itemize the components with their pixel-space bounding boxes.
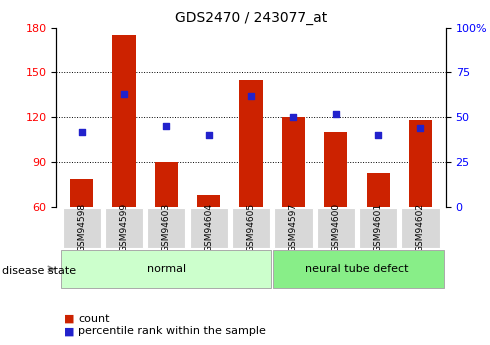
Bar [112,35,136,207]
Text: ■: ■ [64,326,74,336]
Bar [324,132,347,207]
Point [416,125,424,131]
Text: GSM94600: GSM94600 [331,203,341,252]
FancyBboxPatch shape [61,250,271,288]
FancyBboxPatch shape [232,208,270,248]
Text: GSM94597: GSM94597 [289,203,298,252]
Point [120,91,128,97]
Text: ■: ■ [64,314,74,324]
Bar [197,195,220,207]
Point [332,111,340,117]
FancyBboxPatch shape [147,208,186,248]
Point [247,93,255,99]
Point [205,132,213,138]
Bar [409,120,432,207]
FancyBboxPatch shape [317,208,355,248]
Bar [282,117,305,207]
FancyBboxPatch shape [190,208,228,248]
FancyBboxPatch shape [401,208,440,248]
Text: neural tube defect: neural tube defect [305,264,409,274]
FancyBboxPatch shape [63,208,101,248]
Text: GSM94598: GSM94598 [77,203,86,252]
Text: GSM94602: GSM94602 [416,203,425,252]
Text: GSM94605: GSM94605 [246,203,256,252]
Title: GDS2470 / 243077_at: GDS2470 / 243077_at [175,11,327,25]
Bar [70,179,94,207]
Bar [155,162,178,207]
Bar [240,80,263,207]
FancyBboxPatch shape [105,208,143,248]
Point [290,115,297,120]
FancyBboxPatch shape [359,208,397,248]
Text: percentile rank within the sample: percentile rank within the sample [78,326,266,336]
FancyBboxPatch shape [273,250,444,288]
Point [374,132,382,138]
Text: GSM94599: GSM94599 [120,203,128,252]
Text: disease state: disease state [2,266,76,276]
Text: normal: normal [147,264,186,274]
Text: count: count [78,314,110,324]
FancyBboxPatch shape [274,208,313,248]
Point [78,129,86,135]
Text: GSM94601: GSM94601 [374,203,383,252]
Point [163,124,171,129]
Text: GSM94603: GSM94603 [162,203,171,252]
Text: GSM94604: GSM94604 [204,203,213,252]
Bar [367,172,390,207]
